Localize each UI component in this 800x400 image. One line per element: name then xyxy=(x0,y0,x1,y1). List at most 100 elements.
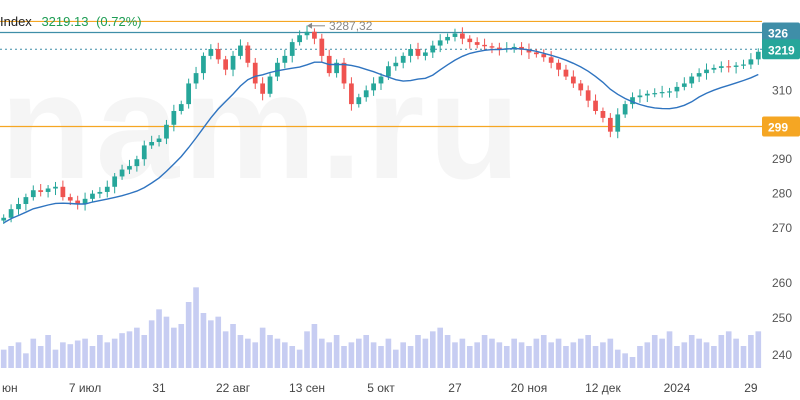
candle-body xyxy=(230,55,236,70)
annotations: 3287,32 xyxy=(307,19,373,33)
candle-body xyxy=(681,83,687,87)
volume-bar xyxy=(245,338,251,368)
volume-bar xyxy=(104,342,111,368)
price-tag-label: 326 xyxy=(768,26,788,40)
volume-bar xyxy=(296,349,303,368)
y-tick-label: 280 xyxy=(772,187,792,201)
volume-bar xyxy=(0,349,7,368)
candle-body xyxy=(1,217,7,221)
candle-body xyxy=(400,55,406,63)
candle-body xyxy=(718,66,724,68)
candle-body xyxy=(393,62,399,67)
candle-body xyxy=(408,49,413,56)
candle-body xyxy=(489,46,495,48)
candle-body xyxy=(178,104,184,111)
candle-body xyxy=(304,31,310,36)
candle-body xyxy=(97,191,103,194)
y-tick-label: 270 xyxy=(772,221,792,235)
candle-body xyxy=(164,124,169,139)
volume-bar xyxy=(37,346,44,368)
candle-body xyxy=(741,64,746,66)
candle-body xyxy=(378,76,384,84)
candle-body xyxy=(644,93,650,96)
volume-bar xyxy=(208,320,214,368)
x-tick-label: 29 xyxy=(744,381,758,395)
volume-bar xyxy=(67,344,74,368)
volume-bar xyxy=(570,342,577,368)
candle-body xyxy=(593,100,598,111)
volume-bar xyxy=(355,338,362,368)
candle-body xyxy=(755,51,761,60)
volume-bar xyxy=(533,338,540,368)
candles xyxy=(1,25,761,224)
volume-bar xyxy=(429,331,436,368)
volume-bar xyxy=(711,346,717,368)
volume-bar xyxy=(600,342,606,368)
candle-body xyxy=(674,86,680,92)
y-axis: 310 290 280 270 260 250 240 xyxy=(772,83,792,362)
x-tick-label: 31 xyxy=(152,381,166,395)
volume-bar xyxy=(526,346,532,368)
x-tick-label: 22 авг xyxy=(216,381,251,395)
candle-body xyxy=(319,38,325,56)
x-axis: юн 7 июл 31 22 авг 13 сен 5 окт 27 20 ноя 12 дек… xyxy=(2,381,758,395)
volume-bar xyxy=(111,338,118,368)
volume-bar xyxy=(385,338,392,368)
volume-bar xyxy=(282,342,288,368)
volume-bar xyxy=(644,342,651,368)
price-tag xyxy=(762,116,800,137)
candle-body xyxy=(186,83,192,105)
candle-body xyxy=(127,166,132,170)
volume-bar xyxy=(89,346,96,368)
volume-bar xyxy=(8,346,14,368)
candle-body xyxy=(260,83,265,94)
candle-body xyxy=(171,111,177,125)
volume-bar xyxy=(363,335,370,368)
volume-bar xyxy=(119,333,125,368)
volume-bar xyxy=(555,338,562,368)
candle-body xyxy=(38,190,44,192)
candle-body xyxy=(60,186,66,198)
volume-bar xyxy=(637,346,643,368)
volume-bar xyxy=(148,320,155,368)
volume-bar xyxy=(193,287,199,368)
index-name: Index xyxy=(0,14,32,29)
candle-body xyxy=(312,31,317,39)
annotation-arrow xyxy=(307,22,313,29)
volume-bar xyxy=(489,338,495,368)
candle-body xyxy=(578,83,584,91)
volume-bar xyxy=(15,342,22,368)
price-tag xyxy=(762,22,800,43)
candle-body xyxy=(112,176,118,187)
volume-bar xyxy=(740,346,747,368)
candle-body xyxy=(208,49,214,56)
volume-bar xyxy=(348,342,355,368)
volume-bar xyxy=(659,338,665,368)
candle-body xyxy=(67,197,73,201)
candle-body xyxy=(53,186,58,189)
volume-bar xyxy=(651,335,658,368)
volume-bar xyxy=(607,338,614,368)
volume-bar xyxy=(74,340,81,368)
candle-body xyxy=(563,69,569,77)
x-tick-label: 7 июл xyxy=(69,381,101,395)
candle-body xyxy=(600,111,606,118)
candle-body xyxy=(467,38,473,43)
volume-bar xyxy=(422,338,429,368)
volume-bar xyxy=(230,324,236,368)
volume-bar xyxy=(156,309,162,368)
candle-body xyxy=(289,42,295,56)
candle-body xyxy=(482,44,487,47)
candle-body xyxy=(415,49,421,56)
candle-body xyxy=(45,188,51,192)
volume-bar xyxy=(341,346,347,368)
candle-body xyxy=(659,92,665,94)
candle-body xyxy=(238,45,243,56)
price-tag-label: 299 xyxy=(768,121,788,135)
volume-bar xyxy=(481,335,488,368)
volume-bar xyxy=(437,327,443,368)
volume-bar xyxy=(134,327,140,368)
y-tick-label: 240 xyxy=(772,348,792,362)
